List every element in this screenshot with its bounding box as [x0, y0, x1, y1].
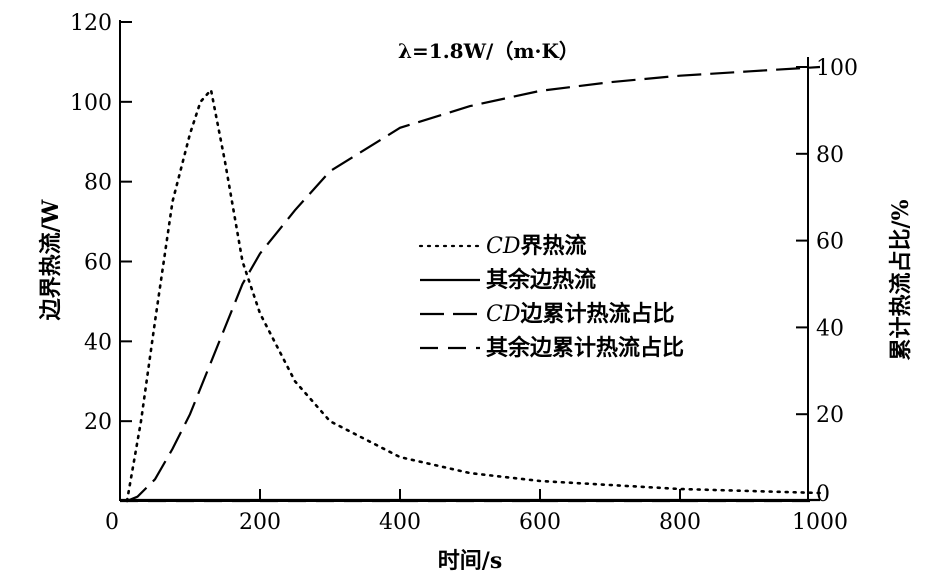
- legend-name: 边累计热流占比: [519, 301, 674, 327]
- y-left-tick-label: 100: [70, 91, 112, 116]
- x-tick-label: 400: [379, 510, 421, 535]
- legend-name: 其余边累计热流占比: [486, 335, 684, 361]
- legend-prefix: CD: [486, 302, 521, 327]
- legend-label: 其余边热流: [486, 267, 596, 293]
- x-tick-label: 200: [239, 510, 281, 535]
- legend-name: 其余边热流: [486, 267, 596, 293]
- y-left-tick-label: 40: [84, 330, 112, 355]
- legend-label: 其余边累计热流占比: [486, 335, 684, 361]
- y-right-tick-label: 0: [816, 482, 830, 507]
- legend-label: CD界热流: [486, 233, 587, 259]
- y-left-tick-label: 60: [84, 251, 112, 276]
- y-right-tick-label: 60: [816, 230, 844, 255]
- series-line-0: [125, 87, 822, 503]
- y-right-tick-label: 80: [816, 143, 844, 168]
- y-right-tick-label: 20: [816, 403, 844, 428]
- x-tick-label: 0: [105, 510, 119, 535]
- x-tick-label: 600: [519, 510, 561, 535]
- y-right-tick-label: 40: [816, 316, 844, 341]
- series-line-2: [126, 65, 821, 503]
- legend-name: 界热流: [520, 233, 586, 259]
- y-left-tick-label: 80: [84, 171, 112, 196]
- legend-prefix: CD: [486, 234, 521, 259]
- x-axis-label: 时间/s: [438, 548, 502, 574]
- y-left-tick-label: 120: [70, 11, 112, 36]
- x-tick-label: 800: [659, 510, 701, 535]
- y-right-axis-label: 累计热流占比/%: [888, 199, 914, 360]
- x-tick-label: 1000: [792, 510, 848, 535]
- y-right-tick-label: 100: [816, 56, 858, 81]
- y-left-tick-label: 20: [84, 410, 112, 435]
- legend-label: CD边累计热流占比: [486, 301, 675, 327]
- y-left-axis-label: 边界热流/W: [38, 199, 64, 321]
- annotation: λ=1.8W/（m·K）: [398, 39, 579, 63]
